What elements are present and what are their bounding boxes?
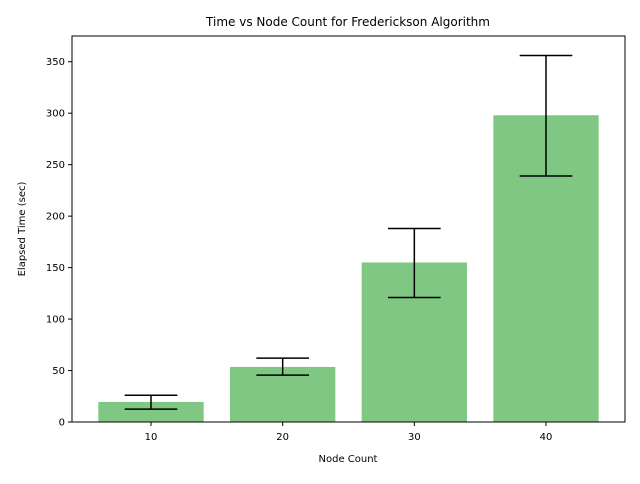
axes-group xyxy=(71,35,626,423)
x-tick-label: 30 xyxy=(408,432,421,443)
y-tick-label: 300 xyxy=(46,109,65,120)
y-tick-label: 0 xyxy=(59,418,65,429)
error-bar-20 xyxy=(256,357,309,376)
plot-frame xyxy=(71,35,626,423)
x-tick-label: 10 xyxy=(145,432,158,443)
x-tick-label: 20 xyxy=(276,432,289,443)
error-bar-30 xyxy=(388,227,441,299)
x-tick-label: 40 xyxy=(540,432,553,443)
y-tick-label: 350 xyxy=(46,57,65,68)
y-tick-label: 50 xyxy=(52,366,65,377)
y-tick-label: 200 xyxy=(46,212,65,223)
bar-10 xyxy=(98,401,204,422)
error-bar-40 xyxy=(519,54,573,177)
bar-20 xyxy=(230,366,336,422)
error-bar-10 xyxy=(124,394,178,410)
chart-title: Time vs Node Count for Frederickson Algo… xyxy=(205,15,490,29)
y-tick-label: 100 xyxy=(46,315,65,326)
x-axis-label: Node Count xyxy=(319,454,378,465)
y-tick-label: 250 xyxy=(46,160,65,171)
ticks-group: 0 50 100 150 200 250 300 350 10 20 30 40 xyxy=(46,57,552,443)
error-bars-group xyxy=(124,54,573,410)
y-tick-label: 150 xyxy=(46,263,65,274)
y-axis-label: Elapsed Time (sec) xyxy=(17,182,28,277)
